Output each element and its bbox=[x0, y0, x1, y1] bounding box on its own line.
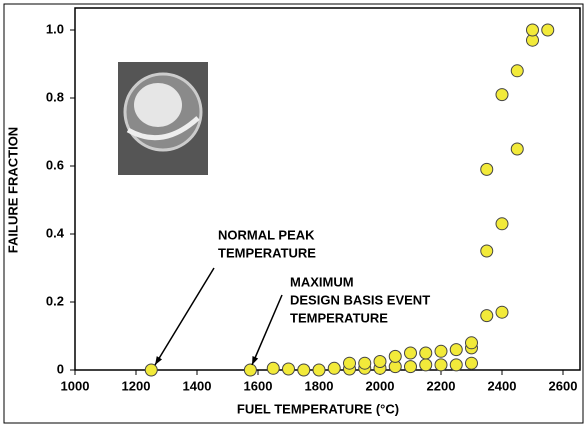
data-point bbox=[449, 343, 463, 357]
data-point bbox=[297, 363, 311, 377]
annotation-arrowhead bbox=[252, 356, 259, 365]
x-tick-label: 1000 bbox=[61, 378, 90, 393]
data-point bbox=[404, 346, 417, 360]
data-point bbox=[510, 142, 524, 156]
outer-frame bbox=[3, 3, 584, 424]
y-tick-label: 0 bbox=[57, 361, 64, 376]
annotation-text: TEMPERATURE bbox=[218, 245, 316, 260]
data-point bbox=[388, 349, 402, 363]
y-tick-label: 0.8 bbox=[46, 89, 64, 104]
x-tick-label: 1200 bbox=[122, 378, 151, 393]
data-point bbox=[480, 162, 494, 176]
x-tick-label: 2000 bbox=[366, 378, 395, 393]
y-tick-label: 0.4 bbox=[46, 225, 65, 240]
annotation-text: NORMAL PEAK bbox=[218, 227, 315, 242]
annotation-arrow bbox=[251, 294, 283, 366]
photo-crack bbox=[126, 116, 200, 141]
data-point bbox=[510, 64, 524, 78]
data-point bbox=[465, 336, 478, 350]
data-point bbox=[404, 360, 417, 374]
data-point bbox=[312, 363, 326, 377]
data-point bbox=[495, 88, 509, 102]
data-point bbox=[480, 309, 494, 323]
annotation-arrowhead bbox=[155, 356, 163, 365]
data-point bbox=[434, 344, 448, 358]
annotation-text: MAXIMUM bbox=[290, 274, 354, 289]
photo-inset bbox=[118, 62, 208, 175]
data-point bbox=[327, 361, 341, 375]
x-axis-label: FUEL TEMPERATURE (°C) bbox=[237, 401, 399, 416]
data-point bbox=[419, 346, 433, 360]
x-tick-label: 2600 bbox=[549, 378, 578, 393]
data-point bbox=[343, 356, 356, 370]
data-point bbox=[419, 358, 433, 372]
data-point bbox=[495, 217, 509, 231]
data-point bbox=[526, 23, 539, 37]
data-point bbox=[465, 356, 478, 370]
x-tick-label: 2200 bbox=[427, 378, 456, 393]
x-tick-label: 2400 bbox=[488, 378, 517, 393]
y-axis-label: FAILURE FRACTION bbox=[5, 127, 20, 253]
data-point bbox=[144, 363, 158, 377]
plot-frame bbox=[74, 7, 581, 371]
x-tick-label: 1400 bbox=[183, 378, 212, 393]
x-tick-label: 1600 bbox=[244, 378, 273, 393]
y-tick-label: 1.0 bbox=[46, 21, 64, 36]
annotation-arrow bbox=[154, 267, 215, 366]
y-tick-label: 0.6 bbox=[46, 157, 64, 172]
data-point bbox=[243, 363, 257, 377]
annotation-text: TEMPERATURE bbox=[290, 310, 388, 325]
data-point bbox=[373, 355, 387, 368]
data-point bbox=[449, 358, 463, 372]
photo-kernel bbox=[134, 83, 182, 127]
x-tick-label: 1800 bbox=[305, 378, 334, 393]
data-point bbox=[541, 23, 555, 37]
data-point bbox=[282, 362, 295, 376]
data-point bbox=[495, 305, 509, 319]
annotation-text: DESIGN BASIS EVENT bbox=[290, 292, 430, 307]
data-point bbox=[434, 358, 448, 372]
data-point bbox=[480, 244, 494, 258]
data-point bbox=[358, 356, 372, 370]
y-tick-label: 0.2 bbox=[46, 293, 64, 308]
data-point bbox=[266, 361, 280, 375]
